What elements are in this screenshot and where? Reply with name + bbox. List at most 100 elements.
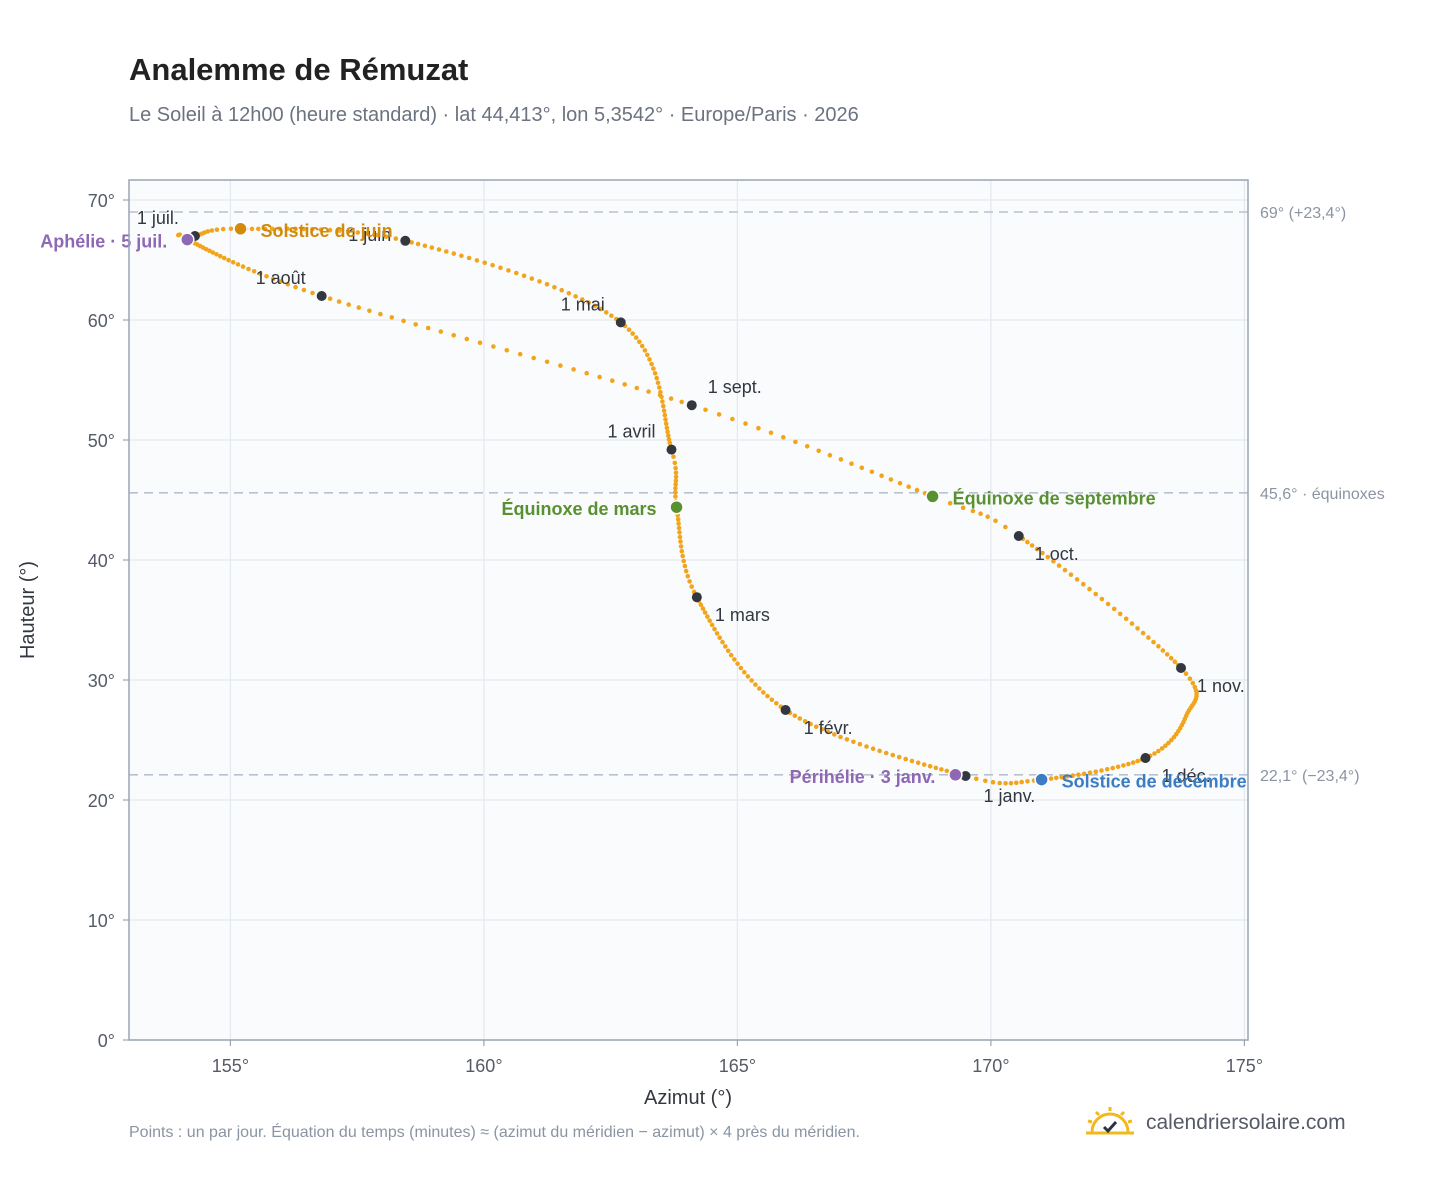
daily-point — [364, 231, 370, 236]
daily-point — [689, 584, 694, 589]
month-marker — [1176, 663, 1187, 673]
daily-point — [444, 249, 449, 254]
daily-point — [1130, 760, 1136, 765]
daily-point — [592, 303, 598, 309]
daily-point — [506, 268, 511, 273]
daily-point — [415, 241, 421, 247]
daily-point — [559, 287, 564, 293]
special-label: Équinoxe de septembre — [953, 487, 1156, 508]
daily-point — [1168, 655, 1174, 661]
daily-point — [451, 333, 457, 338]
daily-point — [664, 425, 670, 431]
brand: calendriersolaire.com — [1084, 1106, 1346, 1140]
month-label: 1 nov. — [1197, 676, 1245, 696]
month-marker — [780, 705, 791, 715]
daily-point — [879, 473, 884, 479]
daily-point — [246, 266, 251, 272]
daily-point — [1111, 606, 1117, 612]
daily-point — [677, 534, 683, 540]
daily-point — [993, 518, 998, 524]
daily-point — [597, 374, 602, 380]
reference-line-label: 45,6° · équinoxes — [1260, 486, 1385, 503]
daily-point — [1051, 558, 1056, 564]
daily-point — [679, 548, 685, 554]
daily-point — [978, 511, 983, 516]
daily-point — [389, 315, 395, 320]
month-label: 1 mai — [561, 294, 605, 314]
daily-point — [327, 296, 333, 302]
daily-point — [717, 635, 722, 640]
daily-point — [1087, 586, 1092, 592]
daily-point — [498, 265, 503, 271]
daily-point — [327, 227, 333, 233]
daily-point — [226, 257, 231, 263]
daily-point — [251, 269, 257, 274]
daily-point — [637, 339, 642, 345]
daily-point — [765, 693, 770, 699]
daily-point — [651, 366, 656, 371]
month-label: 1 sept. — [708, 377, 762, 397]
daily-point — [1040, 550, 1045, 556]
daily-point — [529, 276, 535, 281]
daily-point — [1014, 780, 1019, 786]
daily-point — [230, 260, 236, 265]
y-tick-label: 50° — [88, 431, 115, 451]
x-tick-label: 160° — [465, 1056, 502, 1076]
daily-point — [702, 610, 708, 615]
daily-point — [742, 669, 747, 675]
daily-point — [655, 380, 661, 386]
special-marker — [233, 221, 248, 237]
daily-point — [464, 336, 470, 342]
daily-point — [301, 287, 307, 293]
daily-point — [1117, 611, 1123, 617]
daily-point — [921, 762, 927, 767]
daily-point — [804, 444, 810, 449]
daily-point — [673, 485, 678, 491]
daily-point — [642, 348, 648, 353]
daily-point — [680, 553, 685, 559]
daily-point — [665, 429, 670, 435]
daily-point — [661, 403, 666, 409]
brand-name: calendriersolaire.com — [1146, 1111, 1346, 1134]
special-label: Périhélie · 3 janv. — [790, 767, 936, 787]
daily-point — [673, 489, 678, 495]
daily-point — [732, 657, 737, 662]
daily-point — [673, 470, 679, 476]
y-tick-label: 70° — [88, 191, 115, 211]
daily-point — [819, 727, 825, 732]
daily-point — [903, 756, 908, 762]
daily-point — [927, 763, 933, 769]
daily-point — [210, 250, 216, 255]
daily-point — [888, 477, 894, 482]
daily-point — [293, 226, 298, 232]
daily-point — [808, 721, 813, 727]
y-tick-label: 20° — [88, 791, 115, 811]
daily-point — [222, 255, 227, 261]
daily-point — [1064, 774, 1070, 779]
daily-point — [1008, 780, 1014, 786]
daily-point — [859, 465, 865, 471]
daily-point — [1126, 761, 1131, 767]
daily-point — [1076, 772, 1081, 777]
daily-point — [346, 229, 351, 234]
daily-point — [580, 297, 585, 302]
daily-point — [851, 739, 856, 745]
daily-point — [207, 248, 212, 254]
daily-point — [769, 697, 775, 703]
daily-point — [310, 290, 315, 296]
daily-point — [235, 262, 241, 267]
daily-point — [1129, 621, 1135, 626]
month-marker — [686, 400, 697, 411]
daily-point — [477, 340, 483, 346]
y-tick-label: 0° — [98, 1031, 115, 1051]
daily-point — [753, 682, 758, 687]
daily-point — [429, 245, 435, 250]
daily-point — [1054, 775, 1059, 781]
daily-point — [571, 367, 576, 372]
daily-point — [218, 253, 223, 259]
daily-point — [714, 631, 720, 636]
daily-point — [1183, 671, 1189, 676]
page-subtitle: Le Soleil à 12h00 (heure standard) · lat… — [129, 104, 859, 126]
daily-point — [1135, 758, 1140, 764]
daily-point — [269, 226, 275, 232]
